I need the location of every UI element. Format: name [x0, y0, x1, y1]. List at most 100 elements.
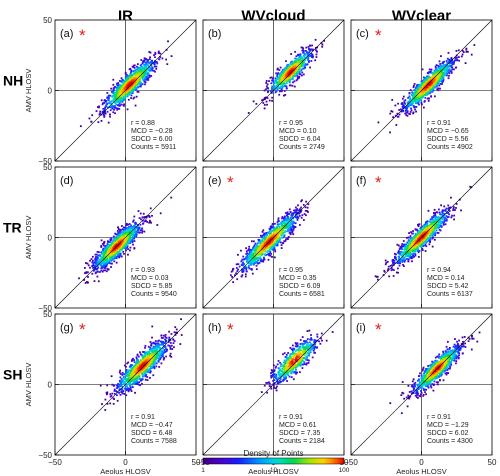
data-point — [108, 259, 111, 262]
data-point — [304, 206, 307, 209]
data-point — [417, 97, 420, 100]
data-point — [104, 108, 106, 110]
data-point — [405, 252, 408, 255]
data-point — [454, 59, 456, 62]
data-point — [442, 223, 445, 226]
data-point — [128, 84, 131, 86]
data-point — [254, 255, 257, 257]
data-point — [259, 244, 262, 247]
data-point — [301, 214, 304, 217]
data-point — [118, 94, 121, 97]
data-point — [443, 67, 446, 70]
data-point — [251, 272, 254, 275]
data-point — [286, 74, 289, 77]
data-point — [258, 239, 261, 241]
data-point — [103, 242, 105, 245]
data-point — [141, 227, 144, 230]
data-point — [242, 270, 245, 273]
data-point — [407, 102, 410, 105]
data-point — [100, 258, 103, 261]
data-point — [135, 95, 138, 98]
data-point — [409, 98, 411, 101]
data-point — [305, 200, 308, 203]
data-point — [284, 93, 287, 96]
data-point — [425, 90, 428, 93]
data-point — [423, 224, 426, 227]
data-point — [119, 245, 122, 247]
data-point — [433, 78, 436, 80]
data-point — [306, 52, 309, 55]
data-point — [266, 83, 269, 86]
data-point — [283, 77, 286, 80]
data-point — [449, 70, 452, 72]
data-point — [127, 74, 130, 77]
data-point — [441, 210, 444, 212]
data-point — [432, 80, 434, 83]
data-point — [447, 208, 450, 211]
data-point — [286, 75, 289, 78]
data-point — [302, 203, 305, 206]
data-point — [450, 196, 452, 199]
data-point — [427, 236, 430, 239]
data-point — [125, 224, 128, 227]
data-point — [267, 258, 270, 261]
data-point — [134, 84, 137, 87]
data-point — [278, 79, 281, 82]
data-point — [454, 209, 456, 211]
data-point — [100, 269, 103, 272]
data-point — [128, 240, 131, 243]
data-point — [144, 75, 147, 78]
data-point — [248, 250, 251, 253]
data-point — [280, 234, 283, 236]
data-point — [93, 280, 96, 283]
data-point — [229, 274, 232, 277]
data-point — [129, 74, 132, 76]
data-point — [123, 235, 126, 238]
data-point — [133, 247, 136, 249]
data-point — [300, 68, 303, 71]
data-point — [133, 240, 136, 242]
data-point — [294, 222, 297, 225]
data-point — [413, 83, 416, 85]
data-point — [405, 251, 407, 253]
data-point — [147, 61, 150, 64]
data-point — [262, 98, 265, 101]
data-point — [119, 101, 121, 104]
data-point — [449, 59, 451, 62]
data-point — [293, 211, 296, 214]
data-point — [393, 262, 396, 264]
data-point — [305, 63, 307, 66]
data-point — [273, 222, 276, 225]
data-point — [132, 243, 134, 246]
data-point — [283, 222, 285, 225]
data-point — [408, 112, 411, 115]
data-point — [262, 259, 265, 262]
data-point — [390, 267, 393, 269]
data-point — [246, 256, 248, 259]
data-point — [112, 254, 115, 257]
data-point — [150, 59, 153, 62]
data-point — [129, 79, 132, 82]
data-point — [118, 256, 121, 259]
data-point — [292, 63, 295, 66]
data-point — [110, 100, 113, 103]
data-point — [295, 206, 297, 209]
data-point — [298, 72, 301, 75]
data-point — [304, 209, 307, 212]
data-point — [133, 237, 136, 240]
data-point — [140, 229, 142, 232]
data-point — [281, 84, 284, 87]
data-point — [250, 257, 253, 260]
data-point — [423, 225, 426, 228]
data-point — [263, 232, 266, 235]
data-point — [155, 65, 158, 68]
data-point — [302, 51, 304, 54]
data-point — [101, 252, 104, 255]
data-point — [244, 273, 247, 276]
data-point — [275, 72, 278, 75]
data-point — [433, 238, 436, 241]
data-point — [310, 60, 313, 62]
data-point — [298, 56, 301, 59]
data-point — [260, 258, 262, 261]
data-point — [437, 87, 440, 90]
